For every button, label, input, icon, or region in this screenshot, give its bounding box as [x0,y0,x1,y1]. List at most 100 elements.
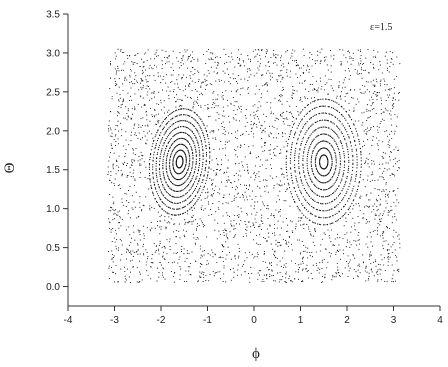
scatter-point [306,264,308,266]
scatter-point [392,216,394,218]
scatter-point [150,149,152,151]
scatter-point [121,103,123,105]
scatter-point [282,238,284,240]
scatter-point [170,144,172,146]
scatter-point [186,178,188,180]
scatter-point [338,244,340,246]
scatter-point [262,85,264,87]
scatter-point [398,167,400,169]
scatter-point [168,213,170,215]
scatter-point [111,253,113,256]
scatter-point [206,50,208,53]
scatter-point [258,274,261,276]
scatter-point [182,54,184,57]
scatter-point [359,272,361,274]
scatter-point [328,172,330,174]
scatter-point [235,149,237,152]
scatter-point [191,110,193,112]
scatter-point [107,166,109,168]
scatter-point [117,281,120,283]
scatter-point [326,133,328,135]
scatter-point [148,168,150,170]
scatter-point [117,68,119,70]
scatter-point [209,131,211,133]
scatter-point [193,142,195,144]
scatter-point [204,139,206,141]
scatter-point [189,195,191,197]
scatter-point [142,225,144,227]
scatter-point [125,258,127,260]
scatter-point [353,268,355,271]
scatter-point [307,138,309,140]
scatter-point [355,130,358,132]
scatter-point [195,136,197,138]
scatter-point [252,105,254,107]
scatter-point [243,143,245,145]
scatter-point [315,90,317,92]
scatter-point [328,78,330,80]
scatter-point [150,67,152,69]
scatter-point [237,49,239,51]
scatter-point [310,178,312,181]
scatter-point [254,104,256,106]
scatter-point [166,199,168,201]
scatter-point [358,140,360,142]
scatter-point [376,210,378,212]
scatter-point [173,196,175,198]
scatter-point [380,254,382,256]
scatter-point [262,203,264,205]
scatter-point [114,212,116,214]
scatter-point [256,116,258,118]
scatter-point [145,87,147,90]
scatter-point [389,175,391,177]
scatter-point [362,122,364,124]
scatter-point [114,135,116,137]
scatter-point [275,53,277,56]
scatter-point [157,113,159,115]
scatter-point [161,256,163,258]
scatter-point [176,185,178,187]
scatter-point [202,189,204,191]
scatter-point [174,154,176,156]
scatter-point [162,127,164,130]
scatter-point [327,93,329,95]
scatter-point [109,156,111,158]
scatter-point [162,171,164,173]
scatter-point [253,224,255,226]
scatter-point [255,175,257,177]
scatter-point [267,70,269,72]
scatter-point [247,172,249,174]
scatter-point [193,59,195,61]
scatter-point [179,108,181,110]
scatter-point [314,244,316,247]
scatter-point [342,175,344,177]
scatter-point [116,115,119,117]
scatter-point [182,229,185,231]
scatter-point [221,245,224,247]
scatter-point [257,185,259,187]
scatter-point [139,172,142,174]
scatter-point [293,198,295,201]
scatter-point [253,75,255,77]
scatter-point [318,99,320,101]
scatter-point [340,60,342,62]
scatter-point [141,79,143,81]
scatter-point [288,245,290,248]
scatter-point [333,139,335,141]
scatter-point [185,230,187,232]
scatter-point [168,121,170,123]
scatter-point [348,136,350,138]
scatter-point [320,59,322,61]
scatter-point [317,223,319,225]
scatter-point [359,57,361,59]
scatter-point [281,103,283,105]
scatter-point [201,82,203,84]
scatter-point [348,125,350,127]
scatter-point [198,181,200,183]
scatter-point [185,174,187,176]
scatter-point [358,222,360,224]
scatter-point [192,107,194,109]
scatter-point [354,68,356,71]
scatter-point [127,249,129,251]
scatter-point [246,226,248,228]
